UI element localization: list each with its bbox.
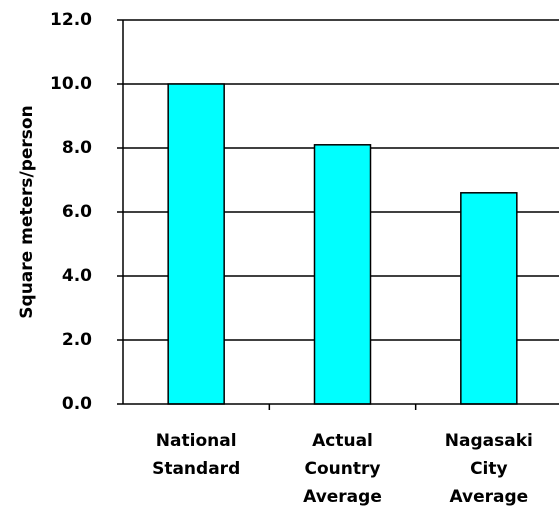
y-tick-labels: 0.0 2.0 4.0 6.0 8.0 10.0 12.0 xyxy=(50,10,92,414)
x-category-label-line: Average xyxy=(449,487,528,507)
x-category-label-line: Average xyxy=(303,487,382,507)
y-tick-label: 12.0 xyxy=(50,10,92,30)
x-category-label: National Standard xyxy=(152,431,240,479)
y-tick-label: 8.0 xyxy=(62,138,92,158)
x-category-label: Nagasaki City Average xyxy=(445,431,533,507)
x-category-label-line: City xyxy=(470,459,508,479)
y-tick-label: 2.0 xyxy=(62,330,92,350)
y-tick-label: 0.0 xyxy=(62,394,92,414)
y-tick-label: 10.0 xyxy=(50,74,92,94)
bar xyxy=(460,192,518,405)
y-axis-title: Square meters/person xyxy=(17,105,37,318)
x-category-label-line: Country xyxy=(305,459,381,479)
x-category-label: Actual Country Average xyxy=(303,431,382,507)
x-category-label-line: National xyxy=(156,431,237,451)
bar xyxy=(167,83,225,405)
y-tick-label: 6.0 xyxy=(62,202,92,222)
y-tick-label: 4.0 xyxy=(62,266,92,286)
x-category-label-line: Standard xyxy=(152,459,240,479)
axes xyxy=(117,19,559,410)
x-category-label-line: Actual xyxy=(312,431,373,451)
bar xyxy=(313,144,372,405)
bars xyxy=(167,83,518,405)
x-category-label-line: Nagasaki xyxy=(445,431,533,451)
